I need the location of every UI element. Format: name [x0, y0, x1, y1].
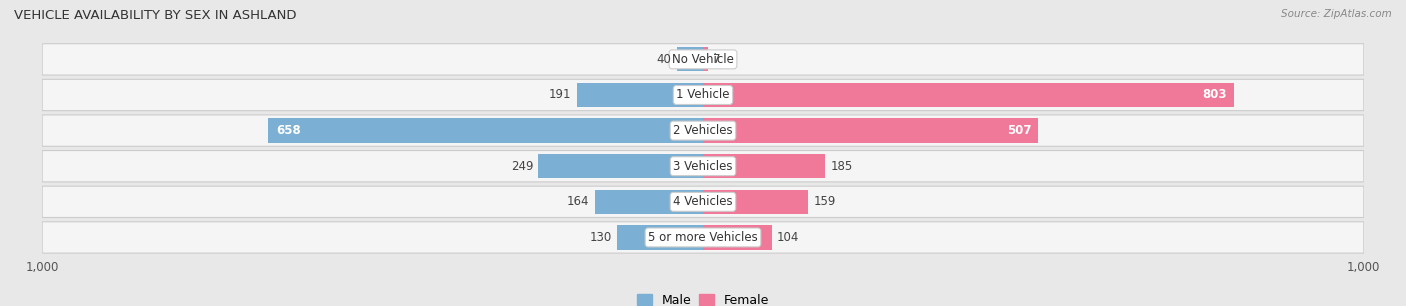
Text: 658: 658	[276, 124, 301, 137]
FancyBboxPatch shape	[42, 115, 1364, 146]
Text: 191: 191	[548, 88, 571, 102]
Legend: Male, Female: Male, Female	[631, 289, 775, 306]
FancyBboxPatch shape	[42, 151, 1364, 182]
Bar	[676, 47, 703, 72]
Text: 7: 7	[713, 53, 720, 66]
FancyBboxPatch shape	[42, 44, 1364, 75]
Text: 130: 130	[589, 231, 612, 244]
Bar	[703, 225, 772, 250]
Bar	[703, 190, 808, 214]
Text: 249: 249	[510, 160, 533, 173]
Text: VEHICLE AVAILABILITY BY SEX IN ASHLAND: VEHICLE AVAILABILITY BY SEX IN ASHLAND	[14, 9, 297, 22]
FancyBboxPatch shape	[42, 79, 1364, 111]
Text: No Vehicle: No Vehicle	[672, 53, 734, 66]
Text: 5 or more Vehicles: 5 or more Vehicles	[648, 231, 758, 244]
Bar	[595, 190, 703, 214]
Bar	[269, 118, 703, 143]
Text: 4 Vehicles: 4 Vehicles	[673, 195, 733, 208]
Text: 104: 104	[778, 231, 800, 244]
Text: 2 Vehicles: 2 Vehicles	[673, 124, 733, 137]
Bar	[576, 83, 703, 107]
Text: 803: 803	[1202, 88, 1227, 102]
Text: 507: 507	[1007, 124, 1032, 137]
Bar	[703, 83, 1233, 107]
Bar	[703, 47, 707, 72]
Text: 1 Vehicle: 1 Vehicle	[676, 88, 730, 102]
Text: 40: 40	[657, 53, 671, 66]
FancyBboxPatch shape	[42, 186, 1364, 218]
Text: 164: 164	[567, 195, 589, 208]
Bar	[703, 118, 1038, 143]
Text: 185: 185	[831, 160, 853, 173]
Bar	[617, 225, 703, 250]
Bar	[538, 154, 703, 178]
FancyBboxPatch shape	[42, 222, 1364, 253]
Text: 3 Vehicles: 3 Vehicles	[673, 160, 733, 173]
Text: 159: 159	[813, 195, 835, 208]
Text: Source: ZipAtlas.com: Source: ZipAtlas.com	[1281, 9, 1392, 19]
Bar	[703, 154, 825, 178]
